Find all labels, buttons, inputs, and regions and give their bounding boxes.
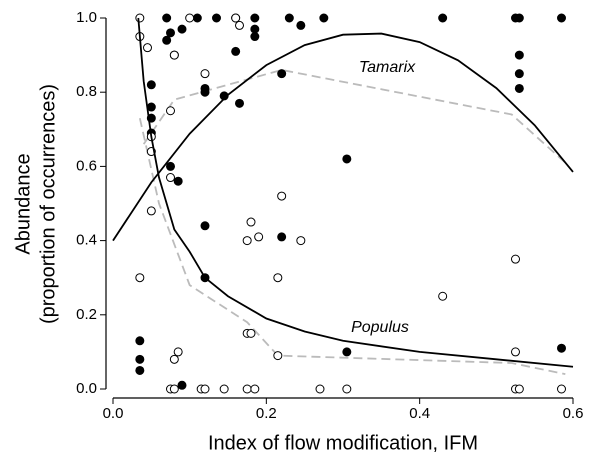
filled-point xyxy=(177,380,187,390)
open-point xyxy=(173,347,183,357)
y-tick-label: 0.6 xyxy=(76,157,97,174)
open-point xyxy=(169,354,179,364)
open-point xyxy=(143,43,152,53)
fitted-curve xyxy=(112,32,574,242)
filled-point xyxy=(146,80,156,90)
open-point xyxy=(246,328,256,338)
filled-point xyxy=(514,83,524,93)
x-tick-label: 0.4 xyxy=(409,405,430,422)
open-point xyxy=(169,50,179,60)
open-point xyxy=(231,13,241,23)
open-point xyxy=(273,273,283,283)
y-axis-title: (proportion of occurrences) xyxy=(37,84,59,324)
y-tick-label: 0.8 xyxy=(76,83,97,100)
open-point xyxy=(169,384,179,394)
filled-point xyxy=(557,343,566,353)
filled-point xyxy=(342,154,352,164)
open-point xyxy=(557,384,566,394)
filled-point xyxy=(166,28,175,38)
open-point xyxy=(511,254,520,264)
open-point xyxy=(250,384,260,394)
open-point xyxy=(135,273,145,283)
filled-point xyxy=(173,176,183,186)
filled-point xyxy=(177,24,187,34)
filled-point xyxy=(135,336,145,346)
y-tick-label: 0.0 xyxy=(76,380,97,397)
filled-point xyxy=(162,13,172,23)
open-point xyxy=(511,347,520,357)
fitted-curve xyxy=(137,17,574,368)
filled-point xyxy=(277,69,287,79)
filled-point xyxy=(296,20,306,30)
open-point xyxy=(277,191,287,201)
filled-point xyxy=(514,69,524,79)
open-point xyxy=(235,20,244,30)
x-tick-label: 0.2 xyxy=(256,405,277,422)
y-axis-title: Abundance xyxy=(12,153,34,254)
open-point xyxy=(135,13,145,23)
filled-point xyxy=(277,232,287,242)
filled-point xyxy=(250,24,260,34)
filled-point xyxy=(342,347,352,357)
open-point xyxy=(342,384,352,394)
open-point xyxy=(242,384,252,394)
open-point xyxy=(166,106,175,116)
filled-point xyxy=(284,13,294,23)
filled-point xyxy=(166,161,175,171)
x-axis-title: Index of flow modification, IFM xyxy=(208,432,478,454)
y-tick-label: 1.0 xyxy=(76,9,97,26)
open-point xyxy=(296,236,306,246)
filled-point xyxy=(514,50,524,60)
filled-point xyxy=(200,87,210,97)
open-point xyxy=(219,384,229,394)
filled-point xyxy=(250,32,260,42)
filled-point xyxy=(212,13,221,23)
x-tick-label: 0.0 xyxy=(103,405,124,422)
filled-point xyxy=(250,13,260,23)
open-point xyxy=(514,384,524,394)
open-point xyxy=(273,351,283,361)
filled-point xyxy=(231,46,241,56)
open-point xyxy=(315,384,325,394)
filled-point xyxy=(162,35,172,45)
open-point xyxy=(200,69,210,79)
dashed-curve xyxy=(138,117,566,376)
filled-point xyxy=(557,13,566,23)
y-tick-label: 0.2 xyxy=(76,306,97,323)
filled-point xyxy=(514,13,524,23)
dashed-curve xyxy=(142,69,566,164)
filled-point xyxy=(200,221,210,231)
filled-point xyxy=(438,13,448,23)
y-tick-label: 0.4 xyxy=(76,232,97,249)
open-point xyxy=(246,217,256,227)
curve-label: Populus xyxy=(351,319,409,336)
open-point xyxy=(242,236,252,246)
filled-point xyxy=(319,13,329,23)
curve-label: Tamarix xyxy=(359,59,416,76)
filled-point xyxy=(192,13,202,23)
x-tick-label: 0.6 xyxy=(563,405,584,422)
filled-point xyxy=(235,98,244,108)
filled-point xyxy=(135,354,145,364)
filled-point xyxy=(135,365,145,375)
open-point xyxy=(254,232,264,242)
open-point xyxy=(166,173,175,183)
open-point xyxy=(146,206,156,216)
open-point xyxy=(185,13,195,23)
open-point xyxy=(200,384,210,394)
open-point xyxy=(438,291,448,301)
